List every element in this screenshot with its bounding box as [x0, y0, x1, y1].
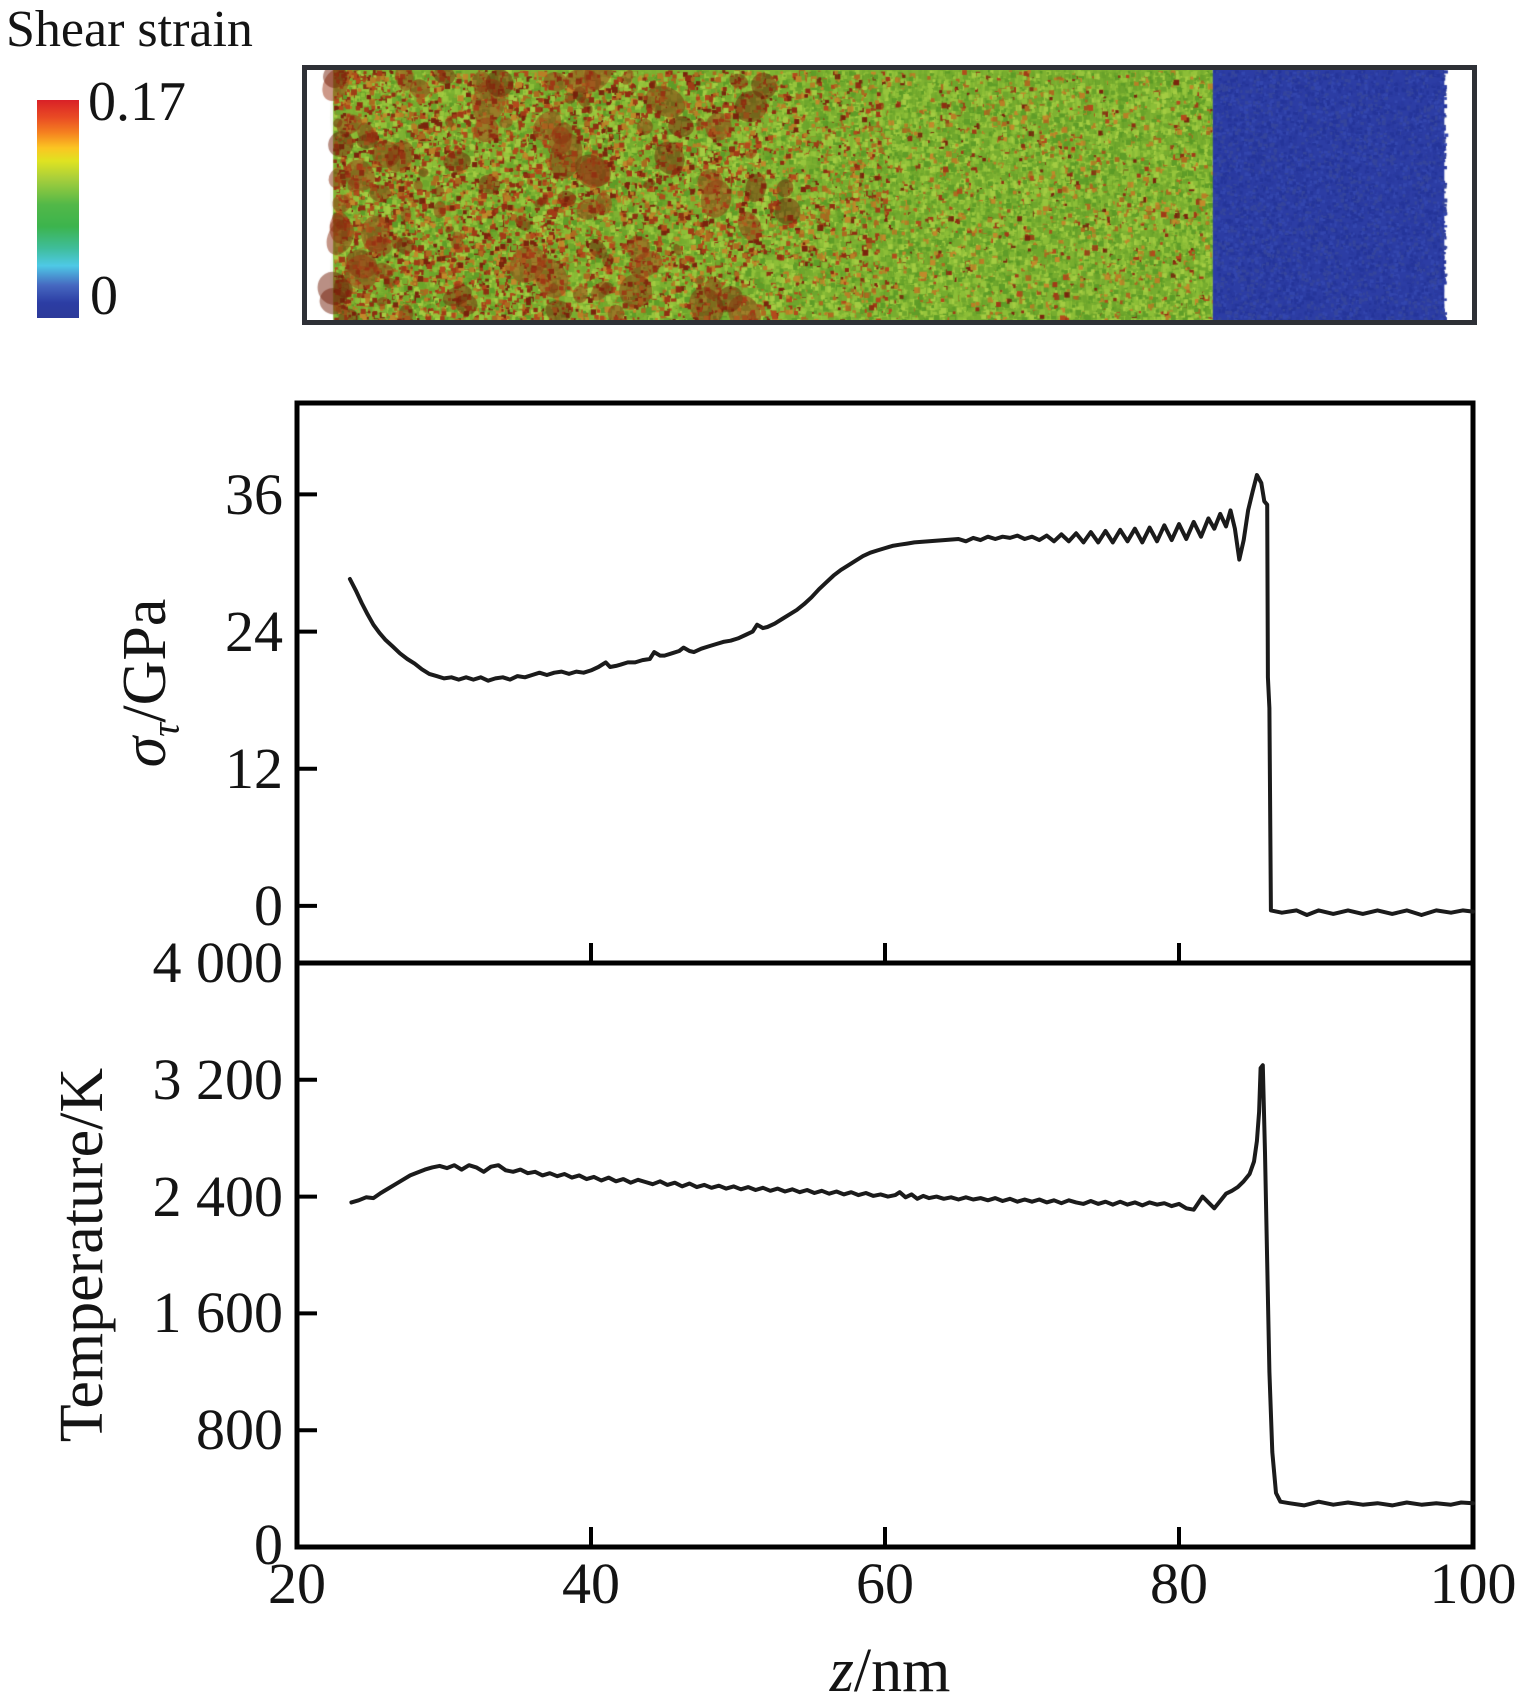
temp-ytick-2400: 2 400: [152, 1164, 284, 1229]
colorbar-title: Shear strain: [6, 1, 253, 58]
sigma-ytick-0: 0: [254, 873, 283, 938]
x-axis-variable: z: [829, 1637, 854, 1705]
sigma-ytick-12: 12: [225, 736, 283, 801]
temp-ytick-1600: 1 600: [152, 1280, 284, 1345]
xtick-20: 20: [268, 1551, 326, 1616]
xtick-40: 40: [562, 1551, 620, 1616]
temp-ytick-800: 800: [196, 1397, 283, 1462]
xtick-80: 80: [1150, 1551, 1208, 1616]
sigma-symbol: σ: [110, 736, 179, 768]
sigma-unit: /GPa: [110, 598, 179, 723]
sigma-chart: [294, 400, 1476, 966]
xtick-100: 100: [1429, 1551, 1517, 1616]
x-axis-label: z/nm: [830, 1640, 951, 1702]
sigma-ytick-36: 36: [225, 462, 283, 527]
temp-ytick-4000: 4 000: [152, 930, 284, 995]
colorbar-max-label: 0.17: [88, 71, 186, 133]
sigma-ytick-24: 24: [225, 599, 283, 664]
strain-map-canvas: [307, 70, 1472, 320]
temperature-chart: [294, 960, 1476, 1550]
colorbar-min-label: 0: [90, 265, 118, 327]
strain-map: [302, 65, 1477, 325]
xtick-60: 60: [856, 1551, 914, 1616]
x-axis-unit: /nm: [853, 1637, 951, 1705]
temp-ytick-0: 0: [254, 1512, 283, 1577]
sigma-subscript: τ: [143, 722, 188, 737]
temp-ytick-3200: 3 200: [152, 1047, 284, 1112]
temperature-axis-label: Temperature/K: [48, 1067, 116, 1443]
colorbar: [37, 100, 79, 318]
sigma-axis-label: στ/GPa: [110, 598, 188, 768]
